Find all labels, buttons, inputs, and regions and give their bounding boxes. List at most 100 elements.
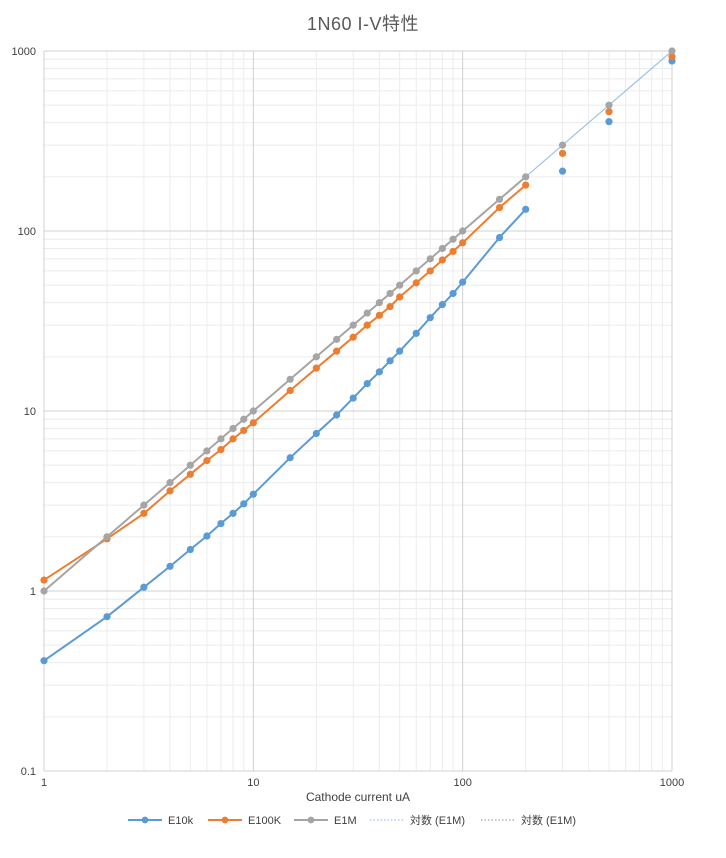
data-point: [426, 314, 434, 322]
legend-label: E1M: [334, 815, 357, 827]
data-point: [438, 244, 446, 253]
data-point: [386, 357, 394, 365]
data-point: [412, 267, 420, 275]
data-point: [203, 447, 211, 455]
x-tick-label: 1000: [660, 777, 684, 789]
data-point: [240, 426, 248, 435]
data-point: [522, 181, 530, 189]
data-point: [449, 247, 457, 256]
legend-item: E100K: [208, 815, 282, 827]
data-point: [349, 333, 357, 341]
legend-marker: [141, 816, 149, 824]
data-point: [333, 335, 341, 343]
data-point: [426, 255, 434, 263]
y-tick-label: 1000: [12, 46, 36, 58]
legend-label: E100K: [248, 815, 282, 827]
data-point: [249, 407, 257, 415]
legend-item: E10k: [128, 815, 194, 827]
data-point: [166, 479, 174, 487]
data-point: [363, 321, 371, 329]
data-point: [605, 108, 613, 116]
data-point: [186, 461, 194, 469]
legend-marker: [221, 816, 229, 824]
data-point: [558, 149, 567, 157]
data-point: [495, 233, 504, 242]
legend: E10k E100K E1M 対数 (E1M) 対数 (E1M): [128, 813, 576, 827]
x-axis-title: Cathode current uA: [306, 790, 410, 804]
data-point: [229, 435, 237, 443]
data-point: [166, 562, 174, 570]
series-e1m: [40, 47, 676, 595]
data-point: [286, 375, 294, 383]
data-point: [140, 583, 148, 591]
data-point: [186, 470, 194, 478]
chart-title: 1N60 I-V特性: [306, 14, 420, 34]
data-point: [396, 281, 404, 289]
data-point: [375, 299, 383, 307]
data-point: [203, 457, 211, 465]
data-point: [166, 487, 174, 495]
data-point: [412, 279, 420, 287]
x-tick-label: 10: [247, 777, 259, 789]
data-point: [605, 101, 613, 109]
data-point: [412, 329, 420, 337]
major-grid: [43, 50, 673, 772]
x-tick-label: 100: [453, 777, 471, 789]
y-tick-label: 0.1: [21, 766, 36, 778]
legend-item: 対数 (E1M): [370, 813, 465, 827]
data-point: [312, 353, 320, 361]
data-point: [396, 347, 404, 355]
data-point: [558, 167, 567, 175]
data-point: [312, 429, 320, 438]
data-point: [449, 235, 457, 243]
y-tick-label: 10: [24, 406, 36, 418]
data-point: [103, 613, 111, 621]
data-point: [558, 141, 567, 149]
data-point: [249, 419, 257, 427]
data-point: [459, 239, 467, 247]
x-tick-label: 1: [41, 777, 47, 789]
data-point: [312, 364, 320, 372]
data-point: [103, 533, 111, 541]
legend-marker: [307, 816, 315, 824]
data-point: [40, 587, 48, 595]
data-point: [186, 545, 194, 554]
data-point: [217, 435, 225, 443]
data-point: [229, 424, 237, 433]
legend-item: 対数 (E1M): [481, 813, 576, 827]
legend-label: 対数 (E1M): [521, 813, 576, 827]
legend-label: 対数 (E1M): [410, 813, 465, 827]
data-point: [40, 576, 48, 584]
y-tick-label: 100: [18, 226, 36, 238]
data-point: [140, 509, 148, 517]
data-point: [495, 203, 504, 212]
trendline-e1m: [525, 50, 673, 178]
data-point: [203, 532, 211, 540]
data-point: [333, 347, 341, 355]
data-point: [438, 256, 446, 264]
data-point: [240, 500, 248, 508]
data-point: [140, 501, 148, 509]
data-point: [522, 205, 530, 213]
data-point: [333, 411, 341, 419]
data-point: [349, 321, 357, 329]
data-point: [668, 47, 676, 55]
data-point: [375, 368, 383, 376]
data-point: [363, 379, 371, 388]
data-point: [40, 657, 48, 665]
data-point: [375, 311, 383, 319]
legend-label: E10k: [168, 815, 194, 827]
data-point: [668, 53, 676, 61]
data-point: [249, 490, 257, 498]
y-tick-label: 1: [30, 586, 36, 598]
data-point: [286, 454, 294, 462]
data-point: [229, 509, 237, 517]
legend-item: E1M: [294, 815, 357, 827]
data-point: [286, 386, 294, 395]
data-point: [449, 289, 457, 298]
data-point: [217, 446, 225, 454]
data-point: [459, 278, 467, 286]
data-point: [438, 301, 446, 309]
data-point: [522, 173, 530, 181]
